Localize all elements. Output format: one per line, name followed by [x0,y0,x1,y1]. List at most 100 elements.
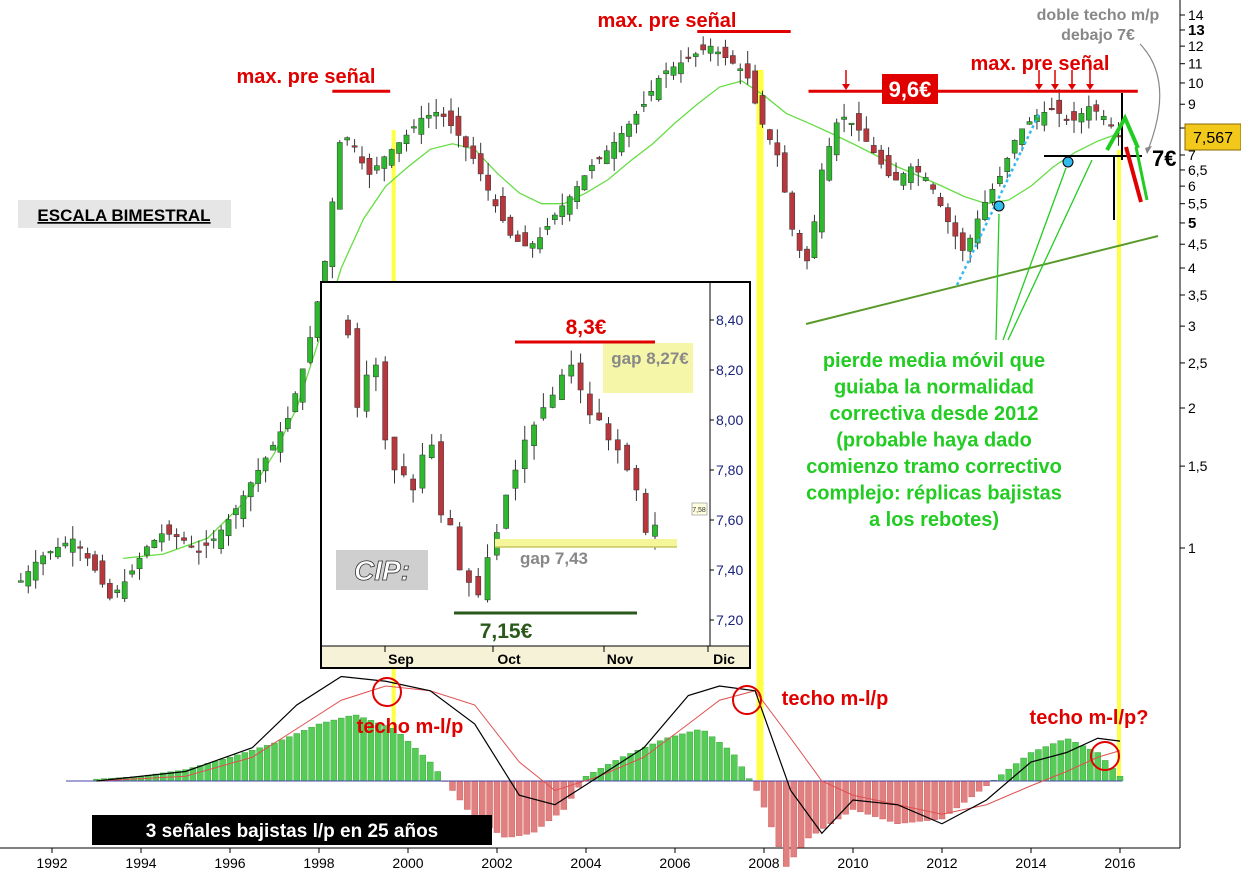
candle-body [737,68,744,71]
candle-body [403,134,410,145]
inset-last-price: 7,58 [692,507,706,514]
candle-body [32,561,39,581]
y-tick-label: 11 [1188,56,1203,72]
oscillator-bar [427,761,434,782]
candle-body [744,63,751,79]
y-tick-label: 14 [1188,7,1204,23]
oscillator-bar [300,730,308,782]
dotted-trendline [955,111,1042,286]
y-tick-label: 4,5 [1188,236,1208,252]
y-tick-label: 5 [1188,215,1196,232]
max-pre-signal-label-3: max. pre señal [971,53,1110,75]
oscillator-bar [286,736,293,782]
oscillator-bar [953,780,961,809]
double-top-pointer-head [1145,146,1152,154]
candle-body [1086,106,1092,121]
candle-body [285,418,291,429]
candle-body [789,192,796,230]
inset-y-ticks: 7,20 7,40 7,60 7,80 8,00 8,20 8,40 [710,312,743,628]
inset-candle-body [568,364,575,377]
candle-body [596,157,603,160]
candle-body [359,156,365,164]
oscillator-bar [553,780,560,816]
oscillator-bar [642,746,649,782]
inset-candle-body [512,469,519,489]
candle-body [529,243,536,249]
candle-body [262,457,269,472]
candle-body [893,171,899,181]
oscillator-bar [872,780,879,817]
inset-frame [320,281,751,669]
oscillator-bar [449,780,456,791]
techo-circle-1 [372,677,402,707]
inset-x-ticks: Sep Oct Nov Dic [384,646,735,667]
candle-body [1056,99,1063,114]
main-candles [18,36,1122,603]
oscillator-bar [1042,746,1050,782]
oscillator-bar [827,780,834,824]
inset-y-tick-label: 8,00 [716,412,743,428]
inset-candle-body [466,570,472,583]
candle-body [1078,113,1085,123]
candle-body [685,56,692,59]
candle-body [856,113,862,131]
candle-body [203,542,210,546]
x-tick-label: 2004 [570,855,601,871]
inset-x-tick-label: Nov [607,651,634,667]
candle-body [77,546,84,549]
candle-body [1004,158,1011,172]
candle-body [507,216,514,236]
oscillator-bar [560,780,567,810]
candle-body [1048,108,1055,111]
candle-body [1034,114,1040,122]
candle-body [270,444,276,451]
candle-body [626,123,632,137]
inset-last-price-box [691,502,708,516]
y-tick-label: 1,5 [1188,458,1208,474]
oscillator-bar [471,780,478,820]
oscillator-bar [1035,749,1042,782]
green-text-line: (probable haya dado [836,430,1032,452]
candle-body [470,145,477,159]
candle-body [114,589,121,593]
candle-body [196,550,202,553]
oscillator-bar [464,780,471,810]
candle-body [233,508,239,516]
oscillator-bar [694,729,701,782]
candle-body [603,150,610,165]
candle-body [477,153,484,175]
candle-body [908,166,914,183]
oscillator-bar [249,749,256,782]
oscillator-bar [686,731,694,782]
candle-body [151,539,158,548]
candle-body [833,122,840,156]
candle-body [618,133,625,153]
candle-body [25,571,32,587]
inset-candle-body [559,374,565,400]
y-tick-label: 5,5 [1188,196,1208,212]
scale-label: ESCALA BIMESTRAL [37,206,210,225]
oscillator-bar [1116,776,1124,782]
inset-gap-high-zone [603,343,693,393]
candle-body [92,554,98,571]
y-tick-label: 3,5 [1188,287,1208,303]
x-tick-label: 1992 [36,855,67,871]
inset-candle-body [382,361,389,441]
oscillator-bar [975,780,983,792]
candle-body [848,122,855,125]
candle-body [937,197,944,207]
oscillator-bar [909,780,916,823]
candle-body [707,45,714,54]
green-text-line: complejo: réplicas bajistas [806,483,1062,505]
oscillator-bar [923,780,931,821]
oscillator-bar [263,745,271,782]
y-axis-ticks: 11,522,533,544,555,566,57891011121314 [1180,7,1208,556]
oscillator-slow-line [96,685,1121,815]
inset-y-tick-label: 7,80 [716,462,743,478]
arrow-down-a-head [1035,84,1043,90]
candle-body [611,141,618,159]
long-term-support-line [805,235,1159,325]
inset-candle-body [531,424,537,447]
oscillator-bar [1050,743,1057,782]
